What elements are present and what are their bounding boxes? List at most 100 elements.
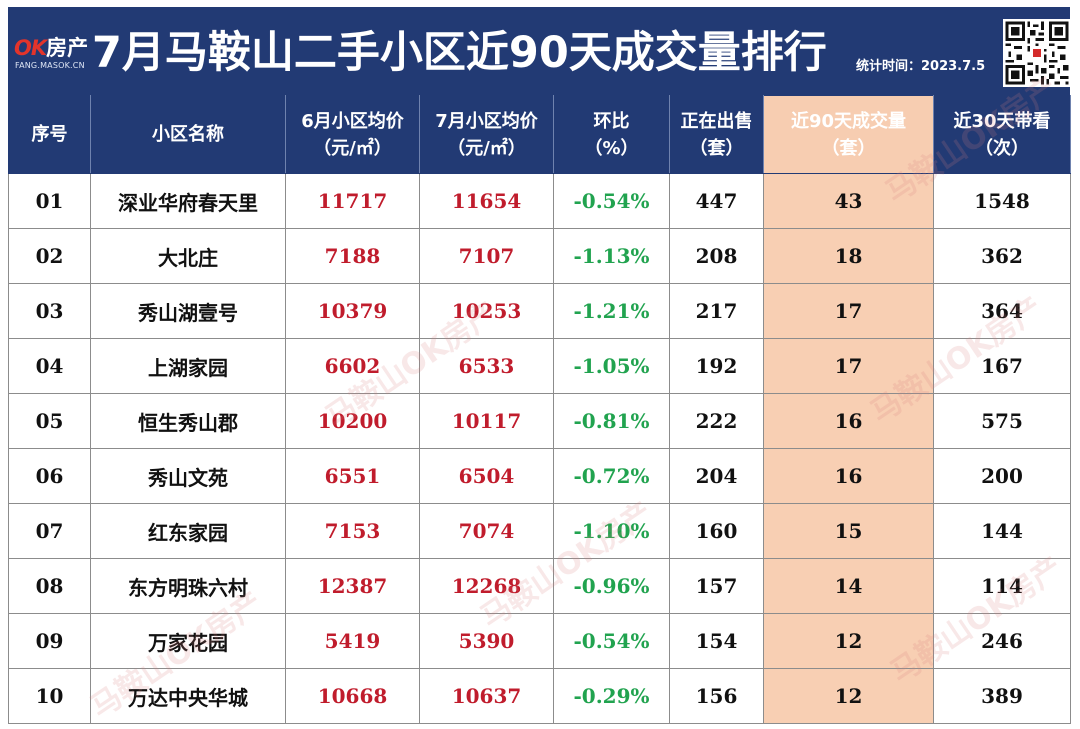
july-price-cell: 10117 [419,393,554,449]
july-price-cell: 7074 [419,503,554,559]
june-price-cell: 6551 [285,448,420,504]
community-name-cell: 万达中央华城 [90,668,286,724]
june-price-cell: 10379 [285,283,420,339]
mom-change-cell: -0.29% [553,668,670,724]
column-header-title: 6月小区均价 [301,110,404,132]
community-name-cell: 红东家园 [90,503,286,559]
qr-code-icon[interactable] [1003,19,1071,87]
july-price-cell: 11654 [419,173,554,229]
rank-cell: 06 [8,448,91,504]
table-header: 序号 小区名称 6月小区均价 （元/㎡） 7月小区均价 （元/㎡） 环比 （%） 正在出售 （套）… [8,95,1071,174]
community-name-cell: 恒生秀山郡 [90,393,286,449]
column-header-7: 近90天成交量 （套） [763,95,934,174]
on-sale-cell: 154 [669,613,764,669]
column-header-unit: （套） [689,137,744,159]
logo-house-text: 房产 [46,36,89,60]
table-row: 04 上湖家园 6602 6533 -1.05% 192 17 167 [8,338,1071,394]
deals-90d-cell: 18 [763,228,934,284]
ranking-table: 序号 小区名称 6月小区均价 （元/㎡） 7月小区均价 （元/㎡） 环比 （%） 正在出售 （套）… [8,95,1071,724]
june-price-cell: 10200 [285,393,420,449]
column-header-unit: （%） [584,137,639,159]
column-header-8: 近30天带看 （次） [933,95,1071,174]
rank-cell: 04 [8,338,91,394]
on-sale-cell: 156 [669,668,764,724]
deals-90d-cell: 12 [763,668,934,724]
community-name-cell: 深业华府春天里 [90,173,286,229]
july-price-cell: 6533 [419,338,554,394]
july-price-cell: 7107 [419,228,554,284]
table-row: 05 恒生秀山郡 10200 10117 -0.81% 222 16 575 [8,393,1071,449]
rank-cell: 09 [8,613,91,669]
on-sale-cell: 217 [669,283,764,339]
on-sale-cell: 204 [669,448,764,504]
mom-change-cell: -0.54% [553,173,670,229]
on-sale-cell: 447 [669,173,764,229]
column-header-unit: （元/㎡） [447,137,526,159]
table-row: 08 东方明珠六村 12387 12268 -0.96% 157 14 114 [8,558,1071,614]
table-row: 10 万达中央华城 10668 10637 -0.29% 156 12 389 [8,668,1071,724]
rank-cell: 07 [8,503,91,559]
views-30d-cell: 362 [933,228,1071,284]
rank-cell: 10 [8,668,91,724]
table-row: 03 秀山湖壹号 10379 10253 -1.21% 217 17 364 [8,283,1071,339]
june-price-cell: 7153 [285,503,420,559]
views-30d-cell: 575 [933,393,1071,449]
column-header-title: 7月小区均价 [435,110,538,132]
column-header-unit: （元/㎡） [313,137,392,159]
on-sale-cell: 160 [669,503,764,559]
column-header-5: 环比 （%） [553,95,670,174]
community-name-cell: 秀山文苑 [90,448,286,504]
table-row: 06 秀山文苑 6551 6504 -0.72% 204 16 200 [8,448,1071,504]
deals-90d-cell: 16 [763,448,934,504]
rank-cell: 02 [8,228,91,284]
deals-90d-cell: 14 [763,558,934,614]
column-header-title: 小区名称 [152,124,224,145]
table-row: 09 万家花园 5419 5390 -0.54% 154 12 246 [8,613,1071,669]
on-sale-cell: 222 [669,393,764,449]
mom-change-cell: -0.96% [553,558,670,614]
july-price-cell: 5390 [419,613,554,669]
june-price-cell: 10668 [285,668,420,724]
june-price-cell: 11717 [285,173,420,229]
june-price-cell: 6602 [285,338,420,394]
on-sale-cell: 192 [669,338,764,394]
logo-url: FANG.MASOK.CN [15,61,85,70]
views-30d-cell: 364 [933,283,1071,339]
july-price-cell: 12268 [419,558,554,614]
community-name-cell: 大北庄 [90,228,286,284]
column-header-4: 7月小区均价 （元/㎡） [419,95,554,174]
header-banner: OK房产 FANG.MASOK.CN 7月马鞍山二手小区近90天成交量排行 统计… [8,7,1071,95]
june-price-cell: 7188 [285,228,420,284]
table-row: 07 红东家园 7153 7074 -1.10% 160 15 144 [8,503,1071,559]
deals-90d-cell: 17 [763,338,934,394]
column-header-title: 序号 [31,124,68,145]
june-price-cell: 12387 [285,558,420,614]
july-price-cell: 10253 [419,283,554,339]
community-name-cell: 东方明珠六村 [90,558,286,614]
table-row: 02 大北庄 7188 7107 -1.13% 208 18 362 [8,228,1071,284]
logo-wordmark: OK房产 [14,37,88,59]
stat-time: 统计时间：2023.7.5 [856,59,986,74]
views-30d-cell: 246 [933,613,1071,669]
column-header-title: 近30天带看 [953,110,1051,132]
rank-cell: 08 [8,558,91,614]
deals-90d-cell: 17 [763,283,934,339]
june-price-cell: 5419 [285,613,420,669]
mom-change-cell: -1.05% [553,338,670,394]
mom-change-cell: -0.54% [553,613,670,669]
page-title: 7月马鞍山二手小区近90天成交量排行 [92,28,827,78]
views-30d-cell: 144 [933,503,1071,559]
community-name-cell: 上湖家园 [90,338,286,394]
column-header-3: 6月小区均价 （元/㎡） [285,95,420,174]
ok-fangchan-logo[interactable]: OK房产 FANG.MASOK.CN [14,37,92,73]
community-name-cell: 秀山湖壹号 [90,283,286,339]
mom-change-cell: -0.72% [553,448,670,504]
july-price-cell: 6504 [419,448,554,504]
column-header-title: 环比 [593,110,630,132]
mom-change-cell: -1.13% [553,228,670,284]
views-30d-cell: 389 [933,668,1071,724]
rank-cell: 05 [8,393,91,449]
mom-change-cell: -0.81% [553,393,670,449]
column-header-2: 小区名称 [90,95,286,174]
rank-cell: 01 [8,173,91,229]
